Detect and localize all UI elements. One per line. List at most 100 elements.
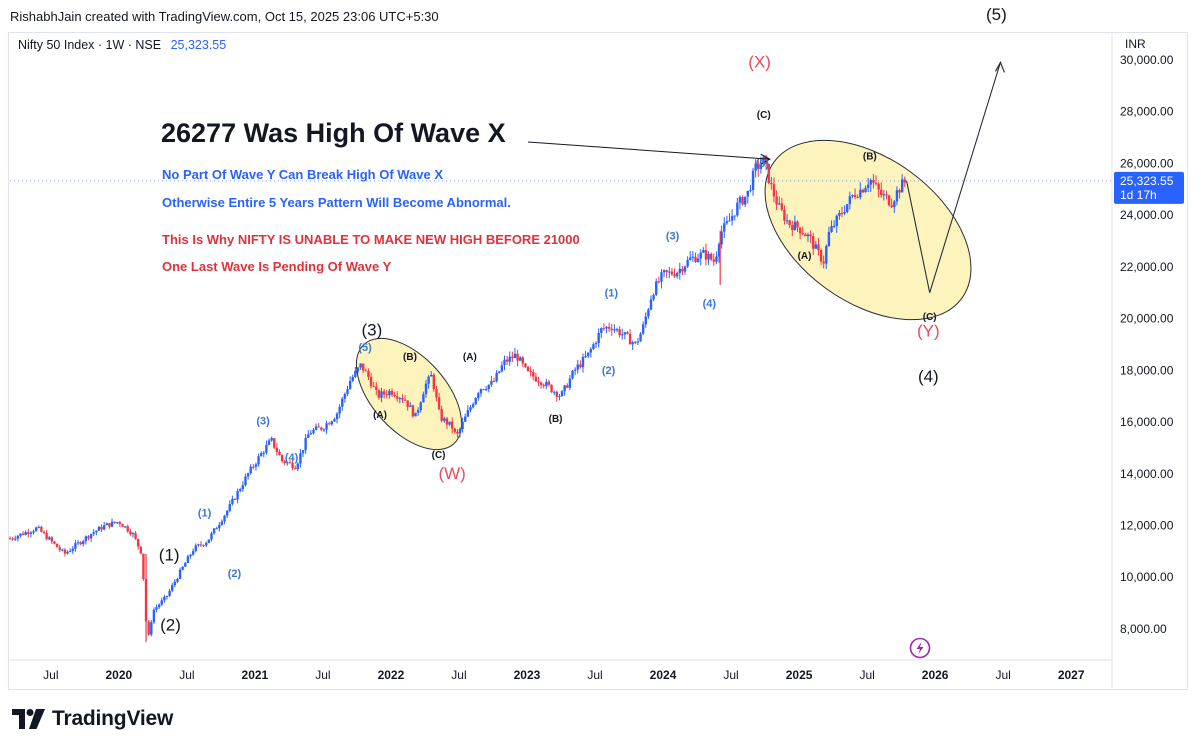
price-bar (372, 382, 375, 388)
bar-body (50, 537, 54, 542)
price-bar (526, 365, 530, 372)
bar-body (388, 390, 391, 396)
price-bar (882, 190, 886, 201)
bar-body (406, 400, 409, 407)
bar-body (730, 216, 734, 221)
bar-body (79, 542, 82, 545)
bar-body (566, 385, 569, 388)
bar-body (262, 452, 265, 454)
price-bar (262, 450, 265, 458)
bar-body (887, 195, 891, 206)
price-bar (568, 375, 572, 391)
bar-body (100, 526, 103, 530)
price-bar (662, 269, 666, 278)
symbol-legend[interactable]: Nifty 50 Index · 1W · NSE 25,323.55 (18, 38, 226, 52)
price-bar (853, 188, 857, 200)
price-bar (712, 253, 715, 266)
price-bar (257, 453, 260, 467)
events-lightning-icon[interactable] (909, 637, 931, 659)
price-bar (474, 397, 477, 406)
bar-body (529, 370, 532, 373)
bar-body (872, 180, 875, 183)
price-bar (335, 412, 339, 424)
price-bar (628, 329, 632, 345)
bar-body (490, 381, 493, 385)
bar-body (270, 438, 273, 441)
wave-label: (3) (256, 416, 270, 428)
price-bar (730, 209, 734, 226)
bar-body (545, 381, 548, 387)
bar-body (691, 256, 695, 258)
callout-arrow-line (527, 141, 770, 160)
price-bar (147, 620, 150, 636)
bar-body (678, 268, 681, 274)
attribution-text: RishabhJain created with TradingView.com… (10, 9, 439, 24)
bar-body (367, 370, 370, 377)
bar-body (456, 431, 459, 434)
price-bar (87, 535, 90, 541)
bar-body (207, 539, 211, 543)
bar-body (639, 333, 642, 342)
bar-body (351, 376, 354, 381)
x-tick-label: Jul (723, 668, 738, 682)
note-text: No Part Of Wave Y Can Break High Of Wave… (162, 167, 443, 182)
bar-body (152, 609, 156, 623)
bar-body (754, 163, 757, 171)
bar-body (505, 359, 509, 362)
price-bar (380, 387, 383, 403)
price-bar (461, 417, 464, 433)
y-tick-label: 26,000.00 (1120, 156, 1174, 170)
bar-body (440, 409, 443, 421)
price-bar (296, 462, 299, 472)
price-bar (579, 360, 582, 369)
price-bar (691, 250, 695, 262)
bar-body (184, 562, 187, 567)
bar-body (178, 569, 182, 579)
bar-body (607, 327, 611, 329)
bar-body (558, 396, 561, 398)
bar-body (885, 194, 888, 196)
price-bar (76, 540, 80, 546)
wave-label: (4) (285, 452, 299, 464)
price-bar (102, 521, 106, 531)
price-bar (95, 530, 98, 536)
price-bar (207, 539, 211, 544)
price-bar (165, 595, 169, 600)
bar-body (532, 372, 535, 377)
price-bar (584, 350, 587, 359)
bar-body (233, 498, 237, 500)
bar-body (809, 234, 812, 237)
price-bar (314, 423, 318, 431)
price-bar (338, 404, 341, 419)
bar-body (686, 259, 689, 267)
price-bar (409, 402, 412, 407)
symbol-name[interactable]: Nifty 50 Index · 1W · NSE (18, 38, 162, 52)
price-bar (840, 206, 844, 218)
price-bar (652, 293, 655, 302)
bar-body (552, 391, 556, 393)
bar-body (286, 462, 289, 464)
chart-frame[interactable] (8, 32, 1188, 690)
bar-body (720, 231, 723, 245)
price-bar (613, 324, 616, 333)
tradingview-logo[interactable]: TradingView (12, 706, 173, 732)
price-bar (832, 220, 836, 229)
bar-body (539, 382, 543, 386)
bar-body (249, 466, 252, 474)
price-bar (325, 420, 328, 435)
price-bar (220, 519, 224, 526)
wave-label: (A) (798, 251, 812, 262)
grid-lines (10, 32, 1113, 688)
price-bar (163, 594, 166, 603)
price-bar (181, 566, 184, 571)
price-bar (498, 371, 501, 374)
bar-body (866, 184, 870, 188)
bar-body (563, 385, 566, 392)
price-bar (377, 388, 381, 400)
price-bar (524, 362, 527, 368)
price-bar (757, 158, 760, 177)
price-bar (492, 377, 496, 383)
bar-body (751, 170, 755, 191)
bar-body (139, 546, 143, 554)
